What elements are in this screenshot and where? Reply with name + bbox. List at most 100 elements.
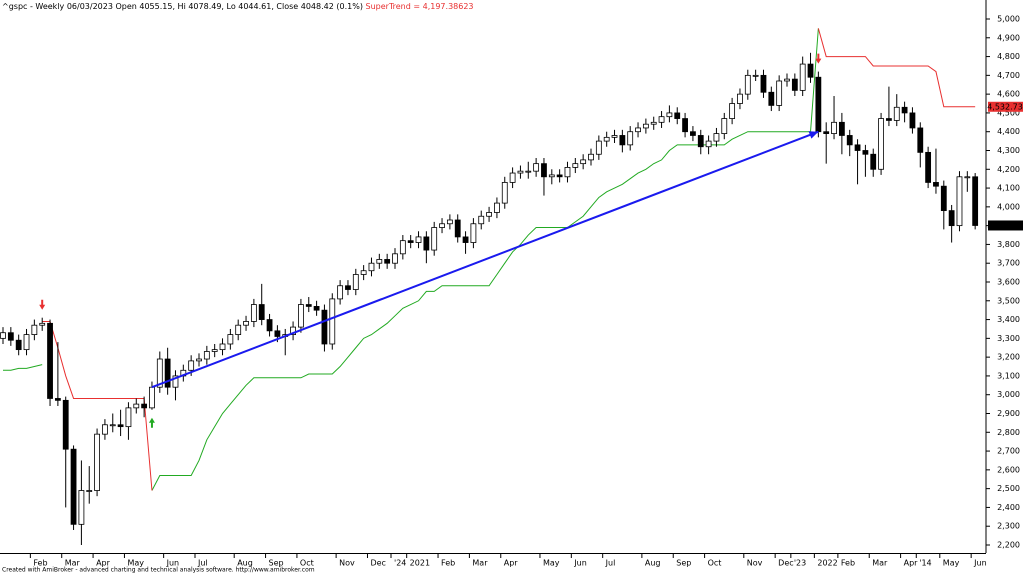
candle-body [462,236,469,243]
candle-body [376,259,383,264]
x-tick-label: Feb [841,559,855,568]
sell-arrow [39,299,46,310]
candle-body [501,182,508,204]
candle-body [125,407,132,428]
candle-body [321,309,328,345]
x-tick-label: Aug [237,559,253,568]
candle-body [737,93,743,104]
x-tick-label: '23 [794,559,806,568]
candle-body [791,78,798,91]
candle-body [611,135,618,138]
candle-body [78,490,85,525]
candle-body [219,343,226,351]
candle-body [31,324,38,335]
y-tick-label: 3,800 [997,240,1020,249]
x-tick-label: Jul [197,559,208,568]
y-tick-label: 2,900 [997,409,1020,418]
y-tick-label: 2,400 [997,503,1020,512]
candle-body [39,322,46,326]
candle-body [854,144,861,151]
candle-body [431,227,438,251]
x-tick-label: Oct [300,559,314,568]
candle-body [345,285,351,290]
candle-body [368,262,375,272]
x-tick-label: May [943,559,960,568]
candle-body [901,106,908,114]
candle-body [94,433,100,491]
x-tick-label: Oct [708,559,722,568]
candle-body [580,159,587,165]
candle-body [925,151,932,183]
x-tick-label: Jun [166,559,180,568]
candle-body [831,121,837,134]
candle-body [337,285,344,300]
candle-body [815,76,822,133]
y-tick-label: 4,000 [997,202,1020,211]
candle-body [541,163,547,178]
supertrend-value-label-box [988,101,1023,112]
y-tick-label: 4,500 [997,108,1020,117]
candle-body [964,176,971,179]
candle-body [109,424,116,427]
candle-body [525,170,532,173]
y-tick-label: 4,200 [997,165,1020,174]
y-tick-label: 3,500 [997,296,1020,305]
candle-body [305,304,312,307]
candle-body [823,131,830,134]
candle-body [940,185,947,212]
candle-body [650,121,657,125]
candle-body [266,319,273,332]
candle-body [721,118,728,134]
x-tick-label: Apr [504,559,519,568]
last-close-label-box [988,220,1023,231]
candle-body [54,398,61,401]
candle-body [227,334,234,345]
candle-body [203,351,210,360]
candle-body [776,80,783,106]
x-tick-label: May [127,559,144,568]
x-tick-label: '14 [919,559,931,568]
candle-body [133,403,140,409]
candle-body [760,74,767,93]
candle-body [635,127,641,133]
indicator-label: SuperTrend = 4,197.38623 [366,2,474,11]
x-tick-label: Feb [441,559,455,568]
candle-body [392,253,398,264]
candle-body [948,210,955,227]
y-tick-label: 5,000 [997,14,1020,23]
chart-title: ^gspc - Weekly 06/03/2023 Open 4055.15, … [2,2,363,11]
candle-body [846,135,853,146]
y-tick-label: 3,600 [997,277,1020,286]
candle-body [258,304,265,320]
x-tick-label: Mar [472,559,488,568]
x-tick-label: Sep [676,559,691,568]
candle-body [243,321,249,326]
last-close-label: 3,900.86 [987,221,1023,230]
x-tick-label: Nov [747,559,763,568]
candle-body [415,236,422,243]
candle-body [619,135,626,146]
candle-body [211,349,218,352]
candle-body [674,112,681,119]
candle-body [862,150,869,155]
candle-body [642,123,649,129]
candle-body [556,174,563,178]
candle-body [439,223,445,228]
x-tick-label: 2021 [410,559,430,568]
x-tick-label: Aug [645,559,661,568]
candle-body [454,219,461,238]
candle-body [423,236,430,251]
x-tick-label: 2022 [817,559,837,568]
x-tick-label: Mar [65,559,81,568]
candle-body [627,131,634,146]
x-tick-label: Jun [973,559,987,568]
x-tick-label: Apr [904,559,919,568]
buy-arrow [148,417,155,428]
candle-body [298,304,304,328]
candle-body [47,322,53,399]
candle-body [23,334,30,351]
candle-body [595,140,602,155]
x-tick-label: Jul [605,559,616,568]
